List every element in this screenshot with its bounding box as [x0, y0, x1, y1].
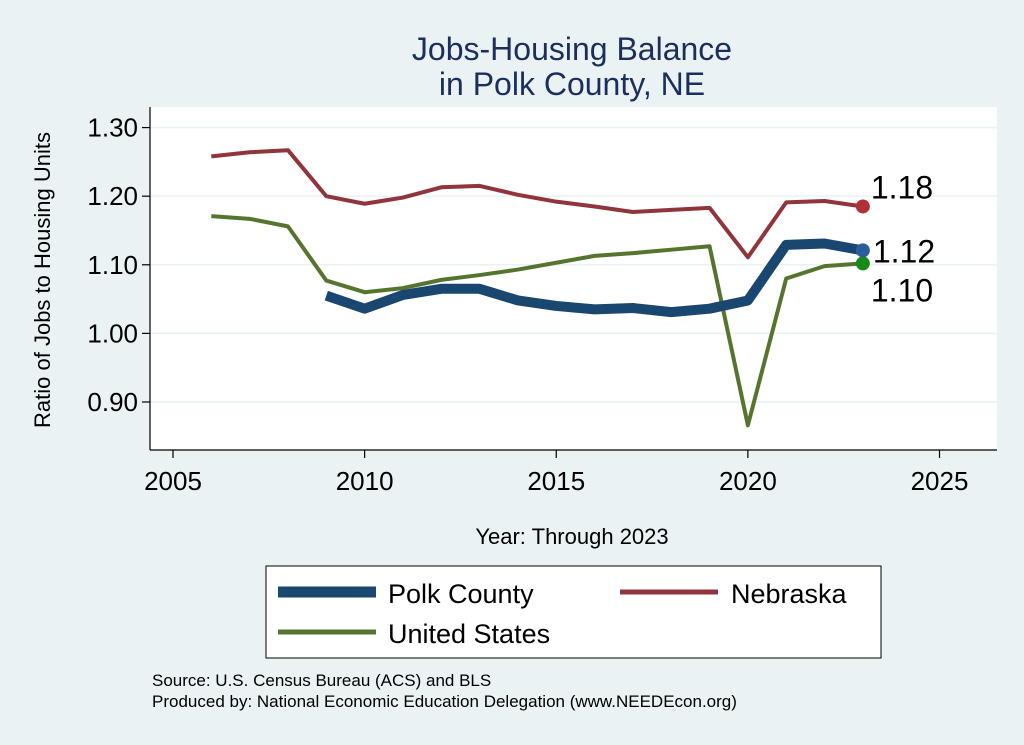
x-tick-label: 2010	[336, 466, 394, 496]
endpoint-marker-nebraska	[855, 199, 870, 214]
chart-title-line-2: in Polk County, NE	[439, 66, 705, 102]
end-label-nebraska: 1.18	[871, 169, 933, 205]
y-tick-label: 1.00	[87, 318, 138, 348]
endpoint-marker-united-states	[855, 256, 870, 271]
y-tick-label: 1.20	[87, 181, 138, 211]
x-tick-label: 2005	[144, 466, 202, 496]
series-line-nebraska	[211, 148, 864, 260]
y-tick-label: 1.10	[87, 250, 138, 280]
y-tick-label: 0.90	[87, 387, 138, 417]
end-label-united-states: 1.10	[871, 272, 933, 308]
series-line-united-states	[211, 214, 864, 428]
legend-label-polk-county: Polk County	[388, 579, 534, 609]
endpoint-marker-polk-county	[855, 243, 870, 258]
x-tick-label: 2025	[911, 466, 969, 496]
y-tick-label: 1.30	[87, 113, 138, 143]
plot-area	[150, 107, 997, 450]
series-line-polk-county	[324, 238, 864, 318]
legend-label-united-states: United States	[388, 619, 550, 649]
chart-title-line-1: Jobs-Housing Balance	[412, 31, 732, 67]
axes: 0.90 1.00 1.10 1.20 1.30 2005 2010 2015 2020 2025	[87, 107, 997, 496]
legend: Polk County Nebraska United States	[265, 565, 882, 659]
y-axis-title: Ratio of Jobs to Housing Units	[30, 132, 55, 428]
legend-box	[265, 565, 882, 659]
producer-note: Produced by: National Economic Education…	[152, 692, 737, 711]
series-layer	[211, 148, 864, 428]
source-note: Source: U.S. Census Bureau (ACS) and BLS	[152, 671, 491, 690]
x-tick-label: 2015	[527, 466, 585, 496]
endpoint-layer: 1.18 1.101.12	[855, 169, 935, 308]
x-axis-title: Year: Through 2023	[475, 524, 668, 549]
end-label-polk-county: 1.12	[873, 233, 935, 269]
x-tick-label: 2020	[719, 466, 777, 496]
legend-label-nebraska: Nebraska	[731, 579, 848, 609]
